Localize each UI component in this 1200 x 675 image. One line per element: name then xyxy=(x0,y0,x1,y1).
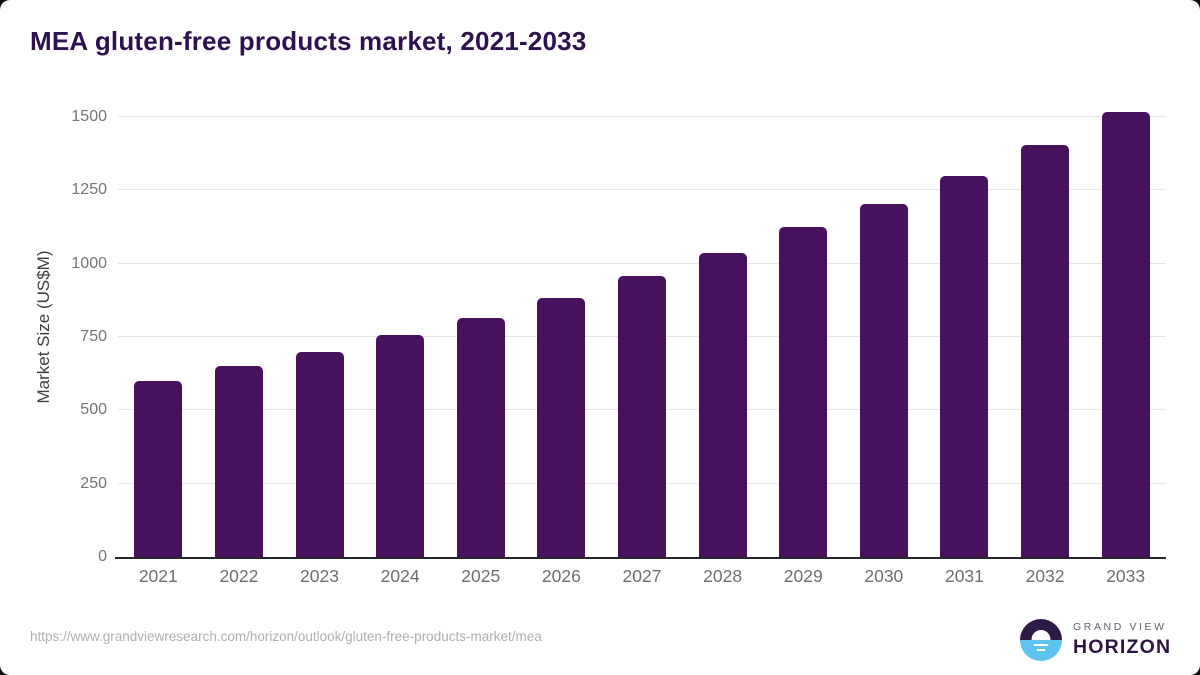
logo-sun-dome xyxy=(1031,630,1051,640)
logo-text-horizon: HORIZON xyxy=(1073,636,1172,658)
chart-title: MEA gluten-free products market, 2021-20… xyxy=(30,26,587,56)
logo-reflection-line-2 xyxy=(1036,648,1046,652)
gridline-1000 xyxy=(118,262,1166,264)
x-tick-label-2024: 2024 xyxy=(380,566,420,586)
bar-2028 xyxy=(698,252,747,557)
y-tick-label-1000: 1000 xyxy=(71,254,107,272)
plot-area xyxy=(118,95,1166,557)
bar-2030 xyxy=(859,203,908,557)
bar-2021 xyxy=(134,381,183,557)
bar-2027 xyxy=(618,276,666,557)
x-tick-label-2023: 2023 xyxy=(300,566,339,586)
y-tick-label-1500: 1500 xyxy=(71,108,107,125)
bar-2031 xyxy=(940,175,989,557)
gridline-1500 xyxy=(118,116,1166,117)
source-url: https://www.grandviewresearch.com/horizo… xyxy=(30,629,542,644)
y-tick-label-250: 250 xyxy=(80,474,107,492)
horizon-sunrise-logo-icon xyxy=(1020,619,1062,661)
bar-2033 xyxy=(1101,112,1150,557)
x-tick-label-2030: 2030 xyxy=(864,566,904,586)
y-tick-label-500: 500 xyxy=(80,401,107,419)
bar-2024 xyxy=(376,334,425,557)
x-tick-label-2028: 2028 xyxy=(703,566,743,586)
x-axis-line xyxy=(115,557,1166,559)
x-tick-label-2027: 2027 xyxy=(622,566,662,586)
y-tick-label-1250: 1250 xyxy=(71,181,107,199)
x-tick-label-2025: 2025 xyxy=(461,566,501,586)
bar-2022 xyxy=(214,366,263,557)
y-tick-label-0: 0 xyxy=(98,548,107,565)
bar-2025 xyxy=(456,317,505,557)
x-tick-label-2021: 2021 xyxy=(138,566,178,586)
x-tick-label-2022: 2022 xyxy=(219,566,259,586)
gridline-1250 xyxy=(118,189,1166,191)
bar-2029 xyxy=(779,226,828,557)
x-tick-label-2031: 2031 xyxy=(944,566,984,586)
x-tick-label-2026: 2026 xyxy=(541,566,581,586)
logo-text: GRAND VIEW HORIZON xyxy=(1073,621,1171,659)
bar-2023 xyxy=(295,351,344,557)
logo-reflection-line-1 xyxy=(1033,643,1049,647)
x-tick-label-2032: 2032 xyxy=(1025,566,1065,586)
bar-2026 xyxy=(537,297,586,557)
y-tick-label-750: 750 xyxy=(80,328,107,345)
y-axis-title: Market Size (US$M) xyxy=(34,250,53,404)
bar-2032 xyxy=(1021,144,1070,557)
x-tick-label-2033: 2033 xyxy=(1106,566,1146,586)
x-tick-label-2029: 2029 xyxy=(783,566,823,586)
grand-view-horizon-logo: GRAND VIEW HORIZON xyxy=(1020,619,1171,661)
logo-text-grand-view: GRAND VIEW xyxy=(1073,621,1167,633)
